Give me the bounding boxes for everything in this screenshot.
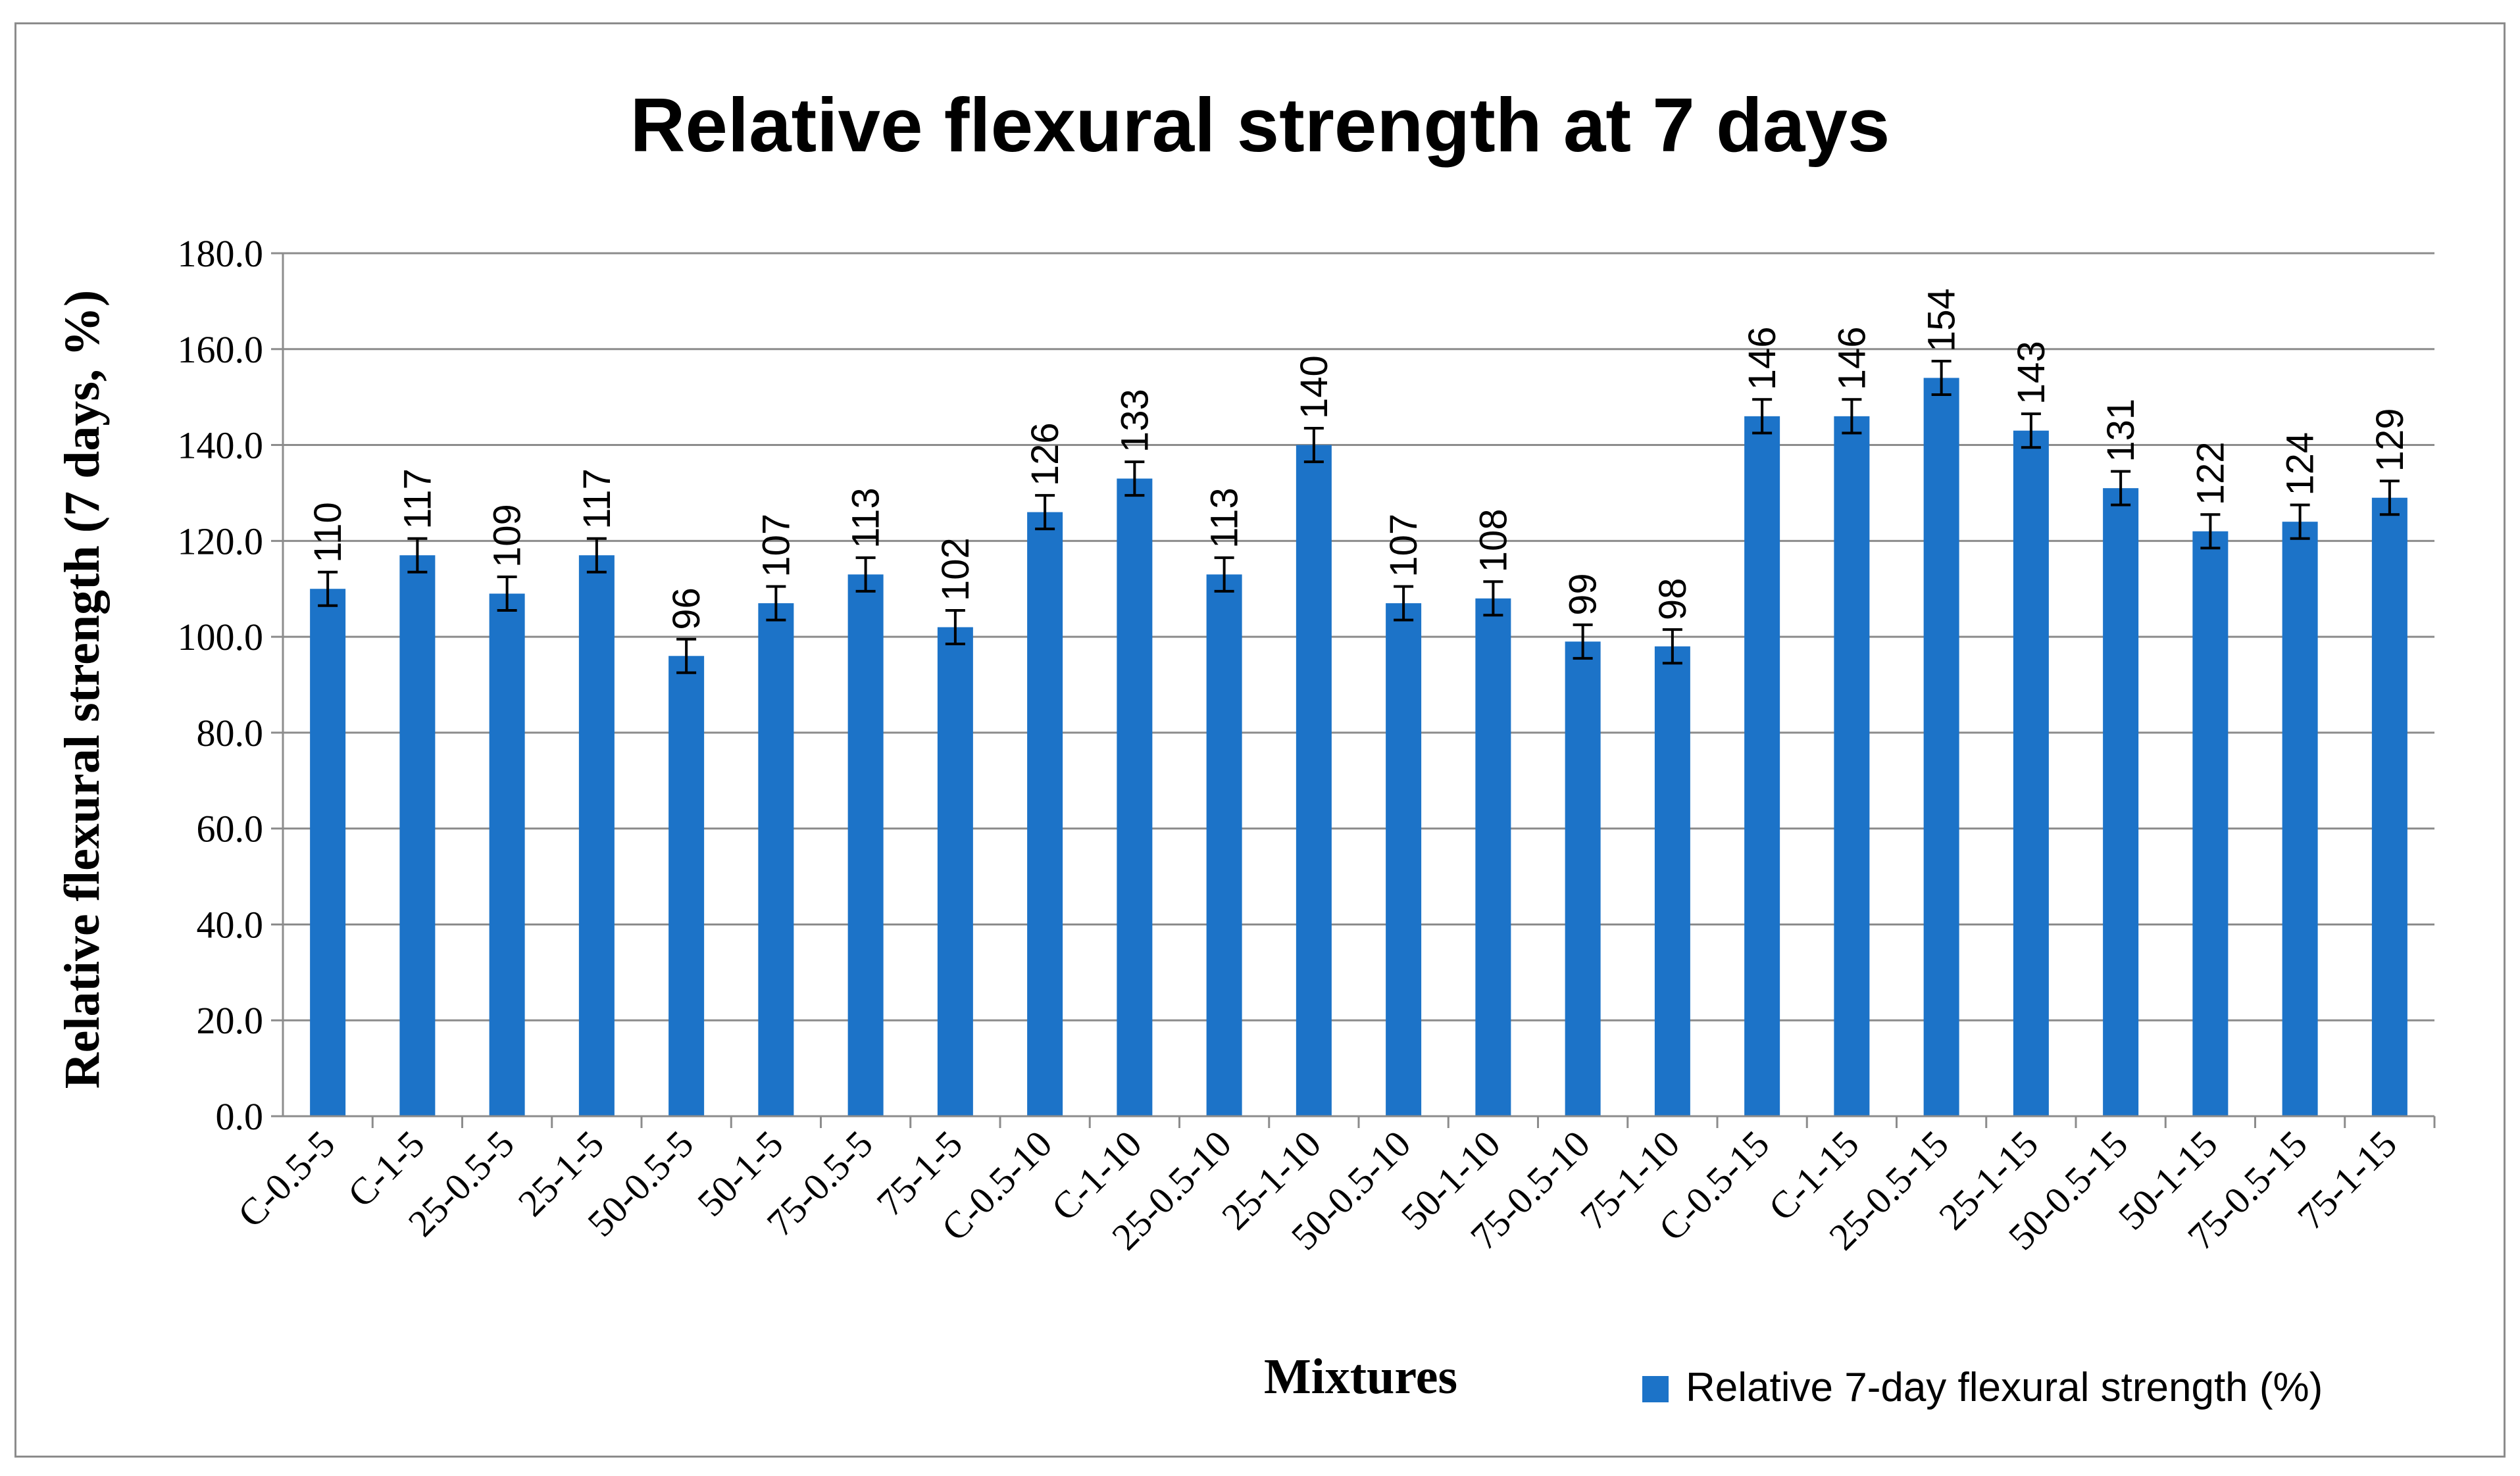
error-bar bbox=[1662, 628, 1682, 665]
data-label: 113 bbox=[1203, 487, 1246, 548]
error-bar bbox=[407, 537, 428, 574]
legend-label: Relative 7-day flexural strength (%) bbox=[1686, 1365, 2323, 1410]
data-label: 107 bbox=[1382, 514, 1425, 578]
y-tick-label: 120.0 bbox=[178, 520, 264, 562]
data-label: 96 bbox=[665, 587, 708, 630]
data-label: 113 bbox=[845, 487, 888, 548]
y-tick-label: 160.0 bbox=[178, 328, 264, 371]
data-label: 124 bbox=[2279, 432, 2322, 496]
bar-75-1-15 bbox=[2371, 497, 2407, 1116]
bars: 110 117 109 117 96 107 113 102 126 133 113 140 107 10… bbox=[307, 288, 2411, 1116]
y-tick-label: 20.0 bbox=[197, 999, 264, 1042]
error-bar bbox=[1214, 556, 1234, 593]
bar-50-1-15 bbox=[2192, 531, 2229, 1116]
data-label: 143 bbox=[2010, 341, 2053, 405]
bar-50-0.5-10 bbox=[1386, 603, 1422, 1116]
error-bar bbox=[1752, 398, 1773, 435]
error-bar bbox=[1842, 398, 1862, 435]
data-label: 109 bbox=[486, 504, 529, 568]
x-tick-label: C-0.5-5 bbox=[230, 1122, 343, 1235]
error-bar bbox=[855, 556, 876, 593]
y-tick-label: 80.0 bbox=[197, 712, 264, 754]
data-label: 122 bbox=[2189, 441, 2232, 505]
bar-75-1-5 bbox=[937, 627, 973, 1116]
y-tick-label: 100.0 bbox=[178, 616, 264, 658]
error-bar bbox=[1124, 460, 1145, 497]
error-bar bbox=[766, 585, 786, 622]
y-tick-label: 60.0 bbox=[197, 808, 264, 850]
bar-75-1-10 bbox=[1654, 646, 1690, 1116]
bar-C-1-15 bbox=[1834, 416, 1870, 1116]
y-axis-title: Relative flexural strength (7 days, %) bbox=[55, 290, 110, 1089]
legend: Relative 7-day flexural strength (%) bbox=[1642, 1365, 2323, 1410]
error-bar bbox=[2379, 480, 2400, 516]
error-bar bbox=[2111, 470, 2131, 506]
data-label: 146 bbox=[1830, 327, 1873, 391]
error-bar bbox=[1573, 623, 1593, 660]
error-bar bbox=[2200, 513, 2221, 550]
error-bar bbox=[1931, 360, 1952, 397]
error-bar bbox=[318, 570, 338, 607]
legend-swatch bbox=[1642, 1376, 1669, 1402]
error-bar bbox=[1394, 585, 1414, 622]
data-label: 131 bbox=[2100, 399, 2142, 462]
error-bar bbox=[2021, 412, 2041, 449]
bar-50-1-10 bbox=[1475, 598, 1511, 1116]
data-label: 126 bbox=[1024, 422, 1067, 486]
bar-50-1-5 bbox=[758, 603, 794, 1116]
bar-25-0.5-10 bbox=[1206, 574, 1242, 1116]
bar-25-1-5 bbox=[578, 555, 615, 1116]
data-label: 107 bbox=[755, 514, 797, 578]
bar-25-0.5-5 bbox=[489, 593, 525, 1116]
error-bar bbox=[1483, 580, 1503, 617]
error-bar bbox=[2290, 503, 2310, 540]
y-tick-label: 140.0 bbox=[178, 424, 264, 467]
bar-50-0.5-15 bbox=[2103, 488, 2139, 1116]
data-label: 108 bbox=[1472, 509, 1515, 573]
y-tick-label: 180.0 bbox=[178, 232, 264, 275]
data-label: 129 bbox=[2369, 408, 2411, 472]
error-bar bbox=[676, 637, 697, 674]
bar-C-1-5 bbox=[399, 555, 436, 1116]
data-label: 146 bbox=[1741, 327, 1784, 391]
data-label: 133 bbox=[1113, 389, 1156, 453]
bar-75-0.5-15 bbox=[2282, 522, 2318, 1116]
data-label: 140 bbox=[1293, 355, 1336, 419]
bar-75-0.5-5 bbox=[847, 574, 884, 1116]
error-bar bbox=[1303, 427, 1324, 464]
bar-25-1-10 bbox=[1296, 445, 1332, 1116]
bar-25-0.5-15 bbox=[1923, 378, 1959, 1116]
chart-title: Relative flexural strength at 7 days bbox=[630, 82, 1890, 168]
data-label: 117 bbox=[396, 468, 439, 529]
bar-50-0.5-5 bbox=[668, 656, 705, 1116]
bar-75-0.5-10 bbox=[1565, 641, 1601, 1116]
data-label: 154 bbox=[1921, 288, 1963, 352]
data-label: 102 bbox=[934, 537, 977, 601]
x-tick-label: 75-1-15 bbox=[2289, 1122, 2405, 1238]
error-bar bbox=[945, 609, 965, 646]
data-label: 99 bbox=[1562, 573, 1605, 616]
gridlines bbox=[283, 252, 2434, 1021]
error-bar bbox=[586, 537, 607, 574]
y-tick-label: 0.0 bbox=[216, 1095, 264, 1138]
bar-C-0.5-15 bbox=[1744, 416, 1780, 1116]
y-tick-label: 40.0 bbox=[197, 903, 264, 946]
error-bar bbox=[1035, 494, 1055, 531]
bar-25-1-15 bbox=[2013, 430, 2049, 1116]
x-axis-title: Mixtures bbox=[1264, 1349, 1457, 1404]
bar-C-0.5-10 bbox=[1027, 512, 1063, 1116]
data-label: 110 bbox=[307, 502, 349, 562]
bar-C-0.5-5 bbox=[310, 589, 346, 1116]
error-bar bbox=[497, 576, 517, 612]
bar-C-1-10 bbox=[1117, 478, 1153, 1116]
data-label: 117 bbox=[576, 468, 618, 529]
data-label: 98 bbox=[1651, 578, 1694, 621]
